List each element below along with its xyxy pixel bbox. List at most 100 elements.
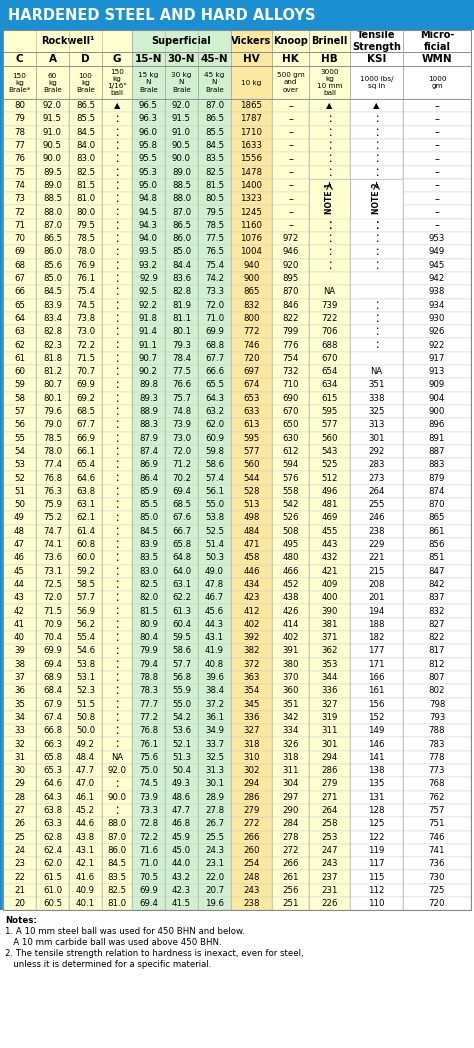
Bar: [403, 605, 471, 617]
Text: 508: 508: [282, 527, 299, 536]
Bar: [309, 312, 350, 325]
Bar: [309, 844, 350, 857]
Bar: [36, 857, 69, 871]
Text: 30-N: 30-N: [168, 54, 195, 64]
Bar: [403, 817, 471, 830]
Bar: [231, 458, 272, 472]
Bar: [3, 750, 36, 764]
Bar: [198, 738, 231, 750]
Bar: [69, 844, 102, 857]
Bar: [231, 166, 272, 179]
Text: 60.4: 60.4: [172, 619, 191, 629]
Bar: [132, 139, 165, 152]
Text: 82.8: 82.8: [172, 287, 191, 297]
Text: 76.1: 76.1: [139, 740, 158, 748]
Text: 27.8: 27.8: [205, 806, 224, 815]
Text: 34: 34: [14, 713, 25, 722]
Bar: [132, 418, 165, 432]
Text: 83.5: 83.5: [205, 154, 224, 163]
Text: 345: 345: [243, 700, 260, 708]
Bar: [132, 285, 165, 299]
Bar: [132, 711, 165, 724]
Text: 150
kg
Brale*: 150 kg Brale*: [8, 72, 31, 92]
Bar: [309, 897, 350, 911]
Text: •: •: [115, 407, 118, 411]
Text: 85.0: 85.0: [43, 274, 62, 283]
Text: 78.0: 78.0: [76, 247, 95, 257]
Bar: [36, 790, 69, 804]
Text: 832: 832: [429, 607, 445, 615]
Text: 61.5: 61.5: [43, 873, 62, 881]
Bar: [102, 484, 132, 498]
Text: 76.5: 76.5: [205, 247, 224, 257]
Bar: [231, 245, 272, 259]
Text: •: •: [115, 153, 118, 158]
Text: 53.8: 53.8: [76, 660, 95, 669]
Text: 953: 953: [429, 234, 445, 243]
Bar: [403, 192, 471, 205]
Bar: [102, 112, 132, 126]
Bar: [165, 232, 198, 245]
Text: 43.1: 43.1: [76, 846, 95, 855]
Text: •: •: [328, 234, 331, 238]
Text: 353: 353: [321, 660, 338, 669]
Bar: [165, 444, 198, 458]
Text: 279: 279: [321, 780, 337, 788]
Text: 76.6: 76.6: [172, 380, 191, 390]
Bar: [198, 577, 231, 591]
Text: 57.7: 57.7: [172, 660, 191, 669]
Text: 67.7: 67.7: [205, 354, 224, 363]
Text: 84.5: 84.5: [43, 287, 62, 297]
Bar: [198, 152, 231, 166]
Text: 381: 381: [321, 619, 338, 629]
Text: 58.5: 58.5: [76, 580, 95, 589]
Text: 84.0: 84.0: [76, 141, 95, 150]
Text: 90.5: 90.5: [172, 141, 191, 150]
Bar: [272, 577, 309, 591]
Text: 351: 351: [282, 700, 299, 708]
Text: 247: 247: [321, 846, 338, 855]
Bar: [231, 219, 272, 232]
Text: 342: 342: [282, 713, 299, 722]
Bar: [102, 472, 132, 484]
Bar: [165, 738, 198, 750]
Bar: [36, 750, 69, 764]
Text: –: –: [288, 194, 293, 203]
Bar: [102, 285, 132, 299]
Bar: [231, 139, 272, 152]
Bar: [350, 511, 403, 525]
Text: –: –: [288, 220, 293, 231]
Text: 65.5: 65.5: [205, 380, 224, 390]
Text: 887: 887: [429, 446, 445, 456]
Text: •: •: [115, 292, 118, 298]
Text: 266: 266: [243, 833, 260, 842]
Bar: [350, 484, 403, 498]
Bar: [231, 232, 272, 245]
Text: 2. The tensile strength relation to hardness is inexact, even for steel,: 2. The tensile strength relation to hard…: [5, 949, 304, 958]
Text: •: •: [115, 246, 118, 252]
Bar: [102, 857, 132, 871]
Bar: [165, 365, 198, 378]
Text: 90.5: 90.5: [43, 141, 62, 150]
Text: 576: 576: [282, 474, 299, 482]
Text: 817: 817: [429, 647, 445, 655]
Text: Superficial: Superficial: [152, 36, 211, 46]
Text: Micro-
ficial: Micro- ficial: [420, 30, 454, 51]
Bar: [403, 325, 471, 339]
Bar: [272, 139, 309, 152]
Bar: [231, 883, 272, 897]
Bar: [69, 285, 102, 299]
Bar: [231, 472, 272, 484]
Bar: [350, 126, 403, 139]
Text: 119: 119: [368, 846, 385, 855]
Text: 74.8: 74.8: [172, 407, 191, 416]
Text: 96.5: 96.5: [139, 102, 158, 110]
Bar: [272, 525, 309, 538]
Bar: [403, 271, 471, 285]
Text: 732: 732: [282, 367, 299, 376]
Text: 414: 414: [282, 619, 299, 629]
Bar: [3, 166, 36, 179]
Bar: [231, 52, 272, 66]
Bar: [3, 232, 36, 245]
Bar: [231, 365, 272, 378]
